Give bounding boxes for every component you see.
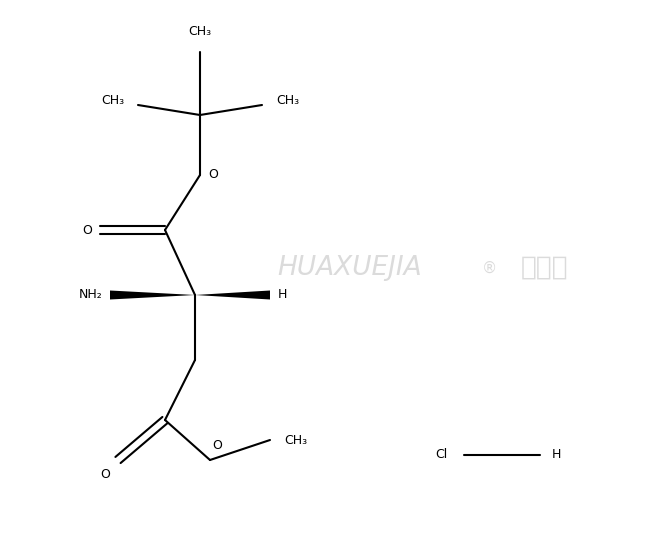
Text: NH₂: NH₂ xyxy=(78,288,102,301)
Text: CH₃: CH₃ xyxy=(276,95,299,108)
Polygon shape xyxy=(110,291,195,300)
Text: CH₃: CH₃ xyxy=(101,95,124,108)
Text: H: H xyxy=(278,288,288,301)
Text: ®: ® xyxy=(482,260,498,275)
Text: H: H xyxy=(552,449,561,462)
Text: O: O xyxy=(82,223,92,237)
Text: CH₃: CH₃ xyxy=(284,434,307,447)
Text: O: O xyxy=(212,439,222,452)
Text: CH₃: CH₃ xyxy=(188,25,212,38)
Text: O: O xyxy=(208,168,218,181)
Text: O: O xyxy=(100,468,110,481)
Text: Cl: Cl xyxy=(436,449,448,462)
Polygon shape xyxy=(195,291,270,300)
Text: 化学加: 化学加 xyxy=(521,255,569,281)
Text: HUAXUEJIA: HUAXUEJIA xyxy=(278,255,422,281)
